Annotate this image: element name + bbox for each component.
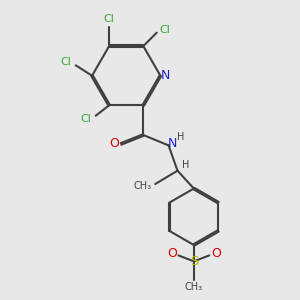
Text: O: O xyxy=(110,137,119,150)
Text: O: O xyxy=(211,248,221,260)
Text: Cl: Cl xyxy=(61,57,72,67)
Text: H: H xyxy=(182,160,190,170)
Text: Cl: Cl xyxy=(160,25,170,35)
Text: CH₃: CH₃ xyxy=(185,283,203,292)
Text: N: N xyxy=(167,136,177,149)
Text: Cl: Cl xyxy=(81,114,92,124)
Text: N: N xyxy=(161,69,170,82)
Text: CH₃: CH₃ xyxy=(134,181,152,190)
Text: O: O xyxy=(167,248,177,260)
Text: H: H xyxy=(177,132,185,142)
Text: S: S xyxy=(190,255,198,268)
Text: Cl: Cl xyxy=(104,14,115,24)
